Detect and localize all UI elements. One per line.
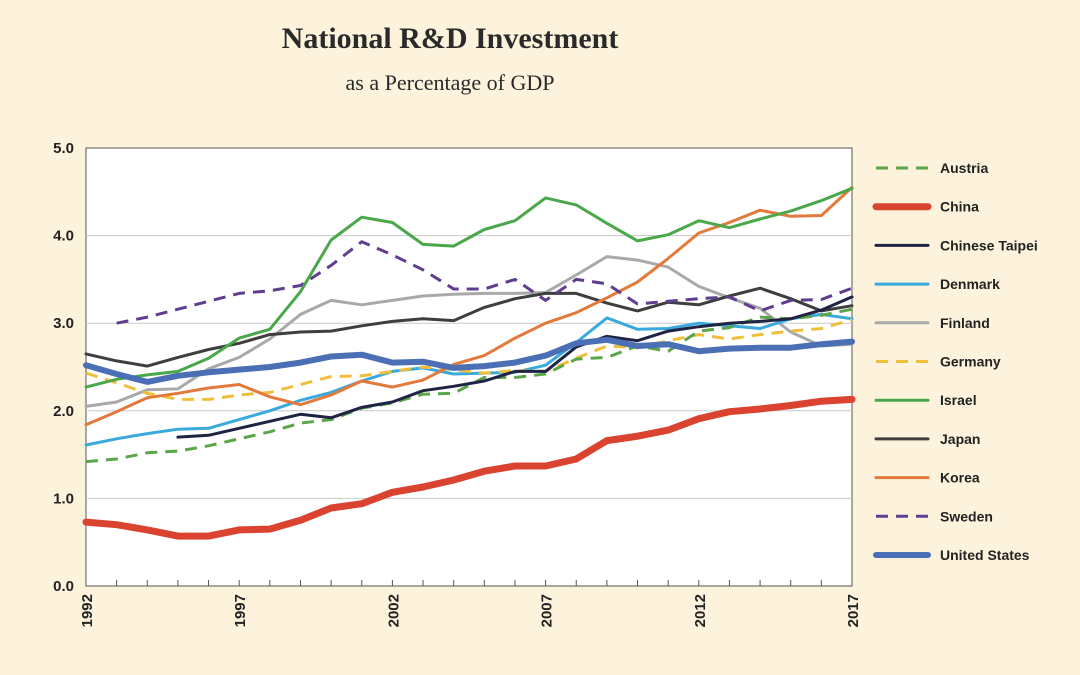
series-line-sweden [116, 240, 853, 325]
legend-label: Israel [940, 392, 977, 408]
legend-label: Japan [940, 431, 980, 447]
series-line-japan [84, 286, 854, 368]
x-tick-label: 2012 [692, 594, 709, 627]
series-line-korea [84, 185, 854, 427]
chart-title: National R&D Investment [281, 22, 619, 55]
y-tick-label: 3.0 [53, 315, 74, 332]
x-tick-label: 2002 [385, 594, 402, 627]
series-line-united-states [83, 336, 855, 385]
series-line-china [82, 395, 856, 540]
legend-label: Germany [940, 354, 1001, 370]
series-line-israel [84, 186, 854, 389]
series-line-austria [85, 307, 853, 464]
series-line-denmark [84, 312, 854, 447]
legend-label: China [940, 199, 979, 215]
x-tick-label: 1992 [79, 594, 96, 627]
x-tick-label: 2007 [539, 594, 556, 627]
legend-label: Korea [940, 470, 980, 486]
y-tick-label: 1.0 [53, 490, 74, 507]
legend-label: Chinese Taipei [940, 237, 1038, 253]
series-line-finland [84, 255, 854, 408]
legend-label: United States [940, 547, 1030, 563]
series-line-germany [85, 318, 853, 401]
legend-label: Sweden [940, 508, 993, 524]
series-line-chinese-taipei [176, 295, 854, 439]
chart-subtitle: as a Percentage of GDP [345, 70, 555, 95]
y-tick-label: 2.0 [53, 403, 74, 420]
legend-label: Denmark [940, 276, 1000, 292]
y-tick-label: 5.0 [53, 140, 74, 157]
x-tick-label: 1997 [232, 594, 249, 627]
legend-label: Austria [940, 160, 988, 176]
legend-label: Finland [940, 315, 990, 331]
y-tick-label: 0.0 [53, 578, 74, 595]
y-tick-label: 4.0 [53, 228, 74, 245]
x-tick-label: 2017 [845, 594, 862, 627]
